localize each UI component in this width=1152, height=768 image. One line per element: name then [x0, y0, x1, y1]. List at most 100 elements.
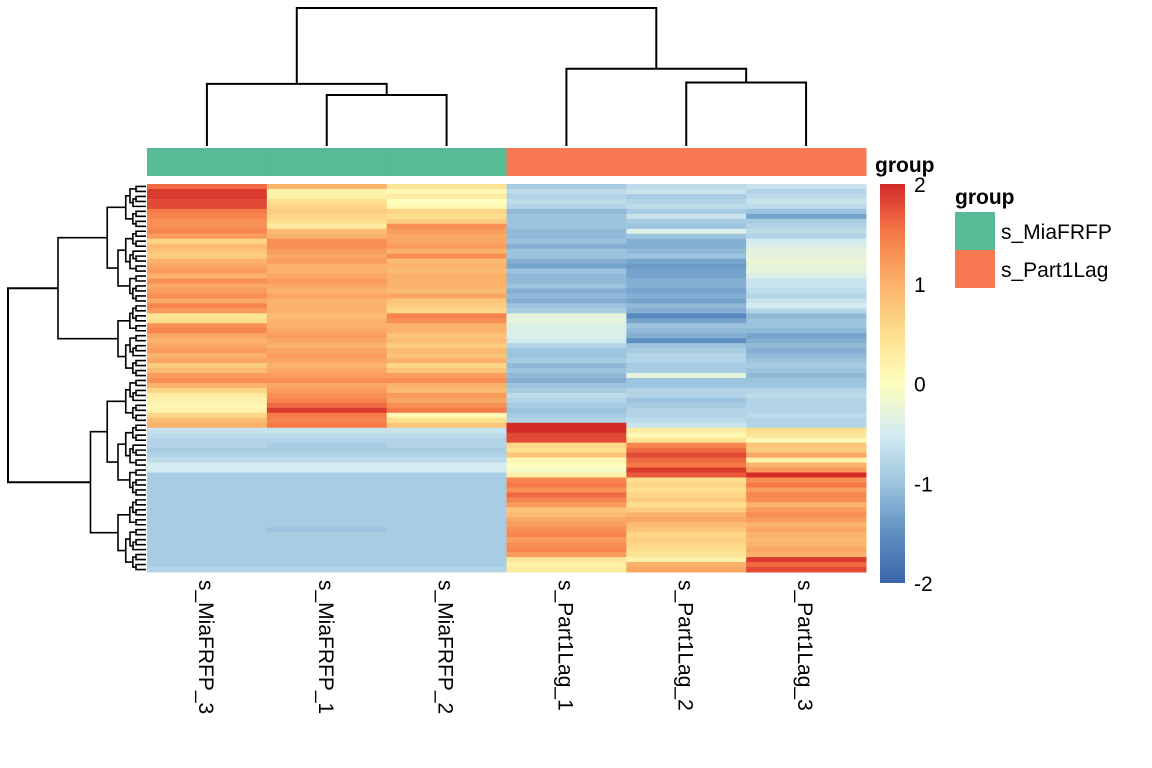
heatmap-cell: [746, 422, 867, 429]
dendrogram-branch: [135, 424, 146, 432]
heatmap-cell: [626, 353, 747, 359]
heatmap-cell: [386, 407, 507, 414]
dendrogram-branch: [135, 414, 146, 422]
heatmap-cell: [147, 348, 268, 354]
heatmap-cell: [386, 492, 507, 498]
heatmap-cell: [746, 233, 867, 240]
dendrogram-branch: [57, 236, 119, 340]
heatmap-cell: [746, 527, 867, 533]
heatmap-cell: [746, 313, 867, 319]
heatmap-cell: [386, 358, 507, 364]
heatmap-cell: [147, 487, 268, 493]
heatmap-cell: [506, 263, 627, 270]
heatmap-cell: [626, 203, 747, 210]
heatmap-cell: [147, 467, 268, 474]
dendrogram-branch: [135, 305, 146, 312]
row-dendrogram: [7, 185, 146, 571]
heatmap-cell: [386, 427, 507, 434]
heatmap-cell: [147, 462, 268, 469]
dendrogram-branch: [117, 319, 130, 358]
heatmap-cell: [266, 497, 388, 503]
heatmap-cell: [147, 412, 268, 419]
dendrogram-branch: [135, 469, 146, 476]
heatmap-cell: [506, 547, 627, 553]
heatmap-cell: [506, 482, 627, 488]
column-label: s_Part1Lag_3: [793, 580, 816, 711]
heatmap-cell: [626, 502, 747, 508]
heatmap-cell: [147, 318, 268, 324]
heatmap-cell: [266, 373, 388, 379]
heatmap-cell: [626, 547, 747, 553]
heatmap-cell: [386, 502, 507, 508]
heatmap-cell: [147, 457, 268, 464]
heatmap-cell: [266, 432, 388, 439]
heatmap-cell: [386, 303, 507, 309]
dendrogram-branch: [295, 7, 658, 84]
heatmap-cell: [746, 432, 867, 439]
heatmap-cell: [746, 412, 867, 419]
heatmap-cell: [266, 482, 388, 488]
heatmap-cell: [626, 542, 747, 548]
heatmap-cell: [266, 472, 388, 478]
dendrogram-branch: [135, 563, 146, 571]
heatmap-cell: [386, 328, 507, 334]
heatmap-cell: [626, 333, 747, 339]
heatmap-cell: [386, 263, 507, 270]
heatmap-cell: [746, 407, 867, 414]
heatmap-cell: [266, 527, 388, 533]
heatmap-cell: [746, 193, 867, 200]
heatmap-cell: [266, 218, 388, 225]
heatmap-cell: [266, 382, 388, 389]
heatmap-cell: [386, 412, 507, 419]
dendrogram-branch: [135, 240, 146, 247]
heatmap-cell: [746, 517, 867, 523]
heatmap-cell: [147, 273, 268, 280]
heatmap-cell: [626, 313, 747, 319]
heatmap-cell: [746, 397, 867, 404]
dendrogram-branch: [135, 344, 146, 352]
heatmap-cell: [506, 363, 627, 369]
heatmap-cell: [626, 437, 747, 444]
heatmap-cell: [386, 467, 507, 474]
heatmap-cell: [147, 343, 268, 349]
heatmap-cell: [746, 268, 867, 275]
heatmap-cell: [266, 228, 388, 235]
heatmap-cell: [626, 198, 747, 205]
heatmap-cell: [746, 308, 867, 314]
heatmap-cell: [746, 198, 867, 205]
colorbar-tick-label: 1: [914, 274, 926, 297]
heatmap-cell: [266, 258, 388, 265]
heatmap-cell: [266, 198, 388, 205]
heatmap-cell: [626, 417, 747, 424]
heatmap-cell: [506, 373, 627, 379]
heatmap-cell: [386, 298, 507, 304]
heatmap-cell: [626, 248, 747, 255]
dendrogram-branch: [135, 379, 146, 387]
heatmap-cell: [147, 542, 268, 548]
heatmap-cell: [626, 532, 747, 538]
heatmap-cell: [386, 218, 507, 225]
heatmap-cell: [386, 278, 507, 284]
heatmap-cell: [626, 208, 747, 215]
column-label: s_Part1Lag_2: [673, 580, 696, 711]
heatmap-cell: [386, 238, 507, 245]
heatmap-cell: [626, 223, 747, 230]
heatmap-cell: [746, 452, 867, 459]
dendrogram-branch: [135, 518, 146, 526]
heatmap-cell: [266, 348, 388, 354]
heatmap-cell: [506, 467, 627, 474]
dendrogram-branch: [135, 369, 146, 377]
dendrogram-branch: [129, 254, 137, 270]
heatmap-cell: [147, 427, 268, 434]
heatmap-cell: [626, 477, 747, 483]
heatmap-cell: [506, 193, 627, 200]
heatmap-cell: [147, 323, 268, 329]
heatmap-cell: [746, 537, 867, 543]
heatmap-cell: [266, 447, 388, 454]
heatmap-cell: [266, 417, 388, 424]
heatmap-cell: [506, 378, 627, 384]
heatmap-cell: [147, 532, 268, 538]
dendrogram-branch: [129, 337, 137, 353]
heatmap-cell: [626, 422, 747, 429]
heatmap-cell: [386, 417, 507, 424]
